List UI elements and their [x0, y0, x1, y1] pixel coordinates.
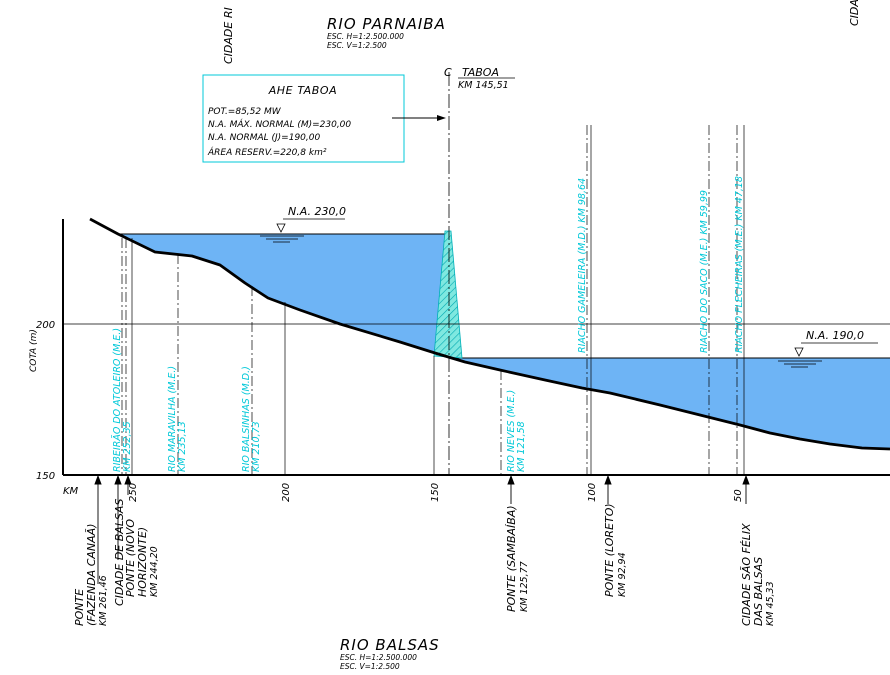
info-box-line-4: ÁREA RESERV.=220,8 km² [207, 146, 327, 158]
top-scale-vertical: ESC. V=1:2.500 [327, 41, 387, 50]
x-tick-150: 150 [430, 483, 441, 502]
place-sao-felix-km: KM 45,33 [765, 581, 776, 626]
place-novo-horizonte-km: KM 244,20 [149, 546, 160, 597]
tributary-neves-label: RIO NEVES (M.E.) [506, 390, 517, 472]
place-novo-horizonte-line-1: PONTE (NOVO [124, 519, 137, 597]
downstream-level-label: N.A. 190,0 [806, 329, 864, 342]
info-box-title: AHE TABOA [268, 84, 338, 97]
place-sambaiba: PONTE (SAMBAÍBA) [505, 505, 518, 612]
info-box-leader-arrow [437, 115, 446, 121]
info-box-line-1: POT.=85,52 MW [208, 107, 282, 117]
bottom-river-title: RIO BALSAS [340, 636, 440, 654]
x-tick-50: 50 [733, 489, 744, 502]
info-box-frame [202, 74, 405, 163]
info-box-line-2: N.A. MÁX. NORMAL (M)=230,00 [208, 118, 351, 130]
upstream-level-label: N.A. 230,0 [288, 205, 346, 218]
downstream-level-marker [778, 342, 878, 368]
y-axis-title: COTA (m) [29, 329, 39, 372]
tributary-atoleiro-km: KM 252,35 [122, 421, 133, 472]
y-tick-150: 150 [36, 471, 55, 482]
tributary-maravilha-km: KM 235,13 [177, 421, 188, 472]
tributary-neves-km: KM 121,58 [516, 421, 527, 472]
bottom-scale-vertical: ESC. V=1:2.500 [340, 662, 400, 671]
downstream-river [455, 358, 890, 449]
tributary-flecheiras-label: RIACHO FLECHEIRAS (M.E.) KM 47,18 [734, 176, 745, 353]
dam-axis-name: TABOA [462, 66, 499, 79]
upstream-level-marker [260, 218, 345, 243]
top-scale-horizontal: ESC. H=1:2.500.000 [327, 32, 404, 41]
tributary-atoleiro-label: RIBEIRÃO DO ATOLEIRO (M.E.) [112, 328, 123, 472]
upstream-reservoir [118, 234, 447, 355]
place-fazenda-canaa-km: KM 261,46 [98, 575, 109, 626]
place-sao-felix-line-2: DAS BALSAS [752, 557, 765, 626]
x-axis-unit: KM [63, 486, 79, 497]
place-sambaiba-km: KM 125,77 [519, 561, 530, 612]
top-river-title: RIO PARNAIBA [327, 15, 446, 33]
tributary-saco-label: RIACHO DO SACO (M.E.) KM 59,99 [699, 190, 710, 353]
place-fazenda-canaa-line-1: PONTE [73, 589, 86, 626]
place-loreto: PONTE (LORETO) [603, 503, 616, 597]
place-sao-felix-line-1: CIDADE SÃO FÉLIX [740, 523, 753, 626]
dam-axis-km: KM 145,51 [458, 80, 509, 91]
place-novo-horizonte-line-2: HORIZONTE) [136, 527, 149, 597]
clipped-city-label-right: CIDA [848, 0, 861, 26]
place-loreto-km: KM 92,94 [617, 552, 628, 597]
tributary-gameleira-label: RIACHO GAMELEIRA (M.D.) KM 98,64 [577, 178, 588, 353]
info-box-line-3: N.A. NORMAL (J)=190,00 [208, 133, 320, 143]
place-arrows [94, 474, 750, 584]
tributary-maravilha-label: RIO MARAVILHA (M.E.) [167, 366, 178, 472]
place-cidade-balsas: CIDADE DE BALSAS [113, 499, 126, 606]
x-tick-250: 250 [128, 483, 139, 502]
place-fazenda-canaa-line-2: (FAZENDA CANAÃ) [85, 524, 98, 626]
clipped-city-label-left: CIDADE RI [222, 7, 235, 64]
reference-lines [121, 125, 745, 475]
x-tick-200: 200 [281, 483, 292, 502]
bottom-scale-horizontal: ESC. H=1:2.500.000 [340, 653, 417, 662]
dam-axis-symbol: C [444, 66, 452, 79]
y-tick-200: 200 [36, 320, 55, 331]
x-tick-100: 100 [587, 483, 598, 502]
tributary-balsinhas-label: RIO BALSINHAS (M.D.) [241, 366, 252, 472]
tributary-balsinhas-km: KM 210,73 [251, 421, 262, 472]
terrain-profile [89, 217, 890, 451]
